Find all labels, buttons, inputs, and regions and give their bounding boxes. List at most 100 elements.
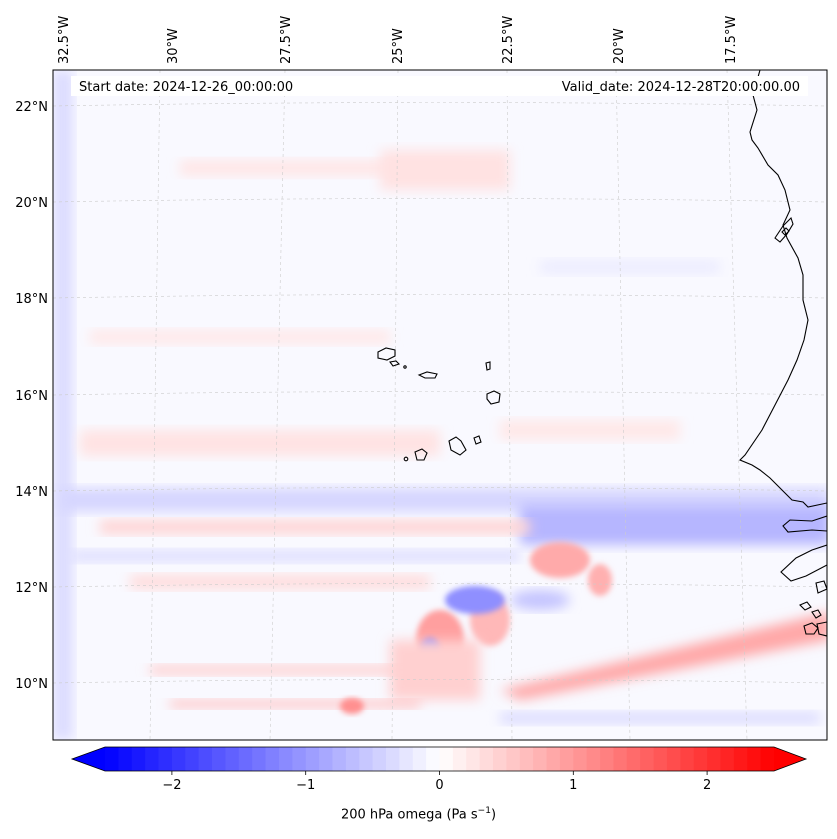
coastline-bijagos-1 (799, 601, 812, 611)
colorbar-segment (747, 747, 762, 771)
lat-tick-label: 20°N (15, 196, 48, 211)
omega-cell-positive-4 (588, 564, 612, 596)
lat-tick-label: 22°N (15, 100, 48, 115)
cape-verde-islands (377, 347, 501, 462)
colorbar-segment (573, 747, 588, 771)
lon-tick-label: 27.5°W (279, 16, 294, 64)
omega-band-negative-south (500, 712, 820, 724)
omega-band-positive-east (500, 612, 827, 700)
colorbar-segment (720, 747, 735, 771)
colorbar-segment (439, 747, 454, 771)
gridline-lat-14n (53, 487, 827, 492)
gridlines (53, 70, 827, 740)
gridline-lon-17.5w (726, 70, 748, 740)
omega-cell-negative-3 (510, 590, 570, 610)
colorbar-segment (613, 747, 628, 771)
lat-tick-label: 16°N (15, 389, 48, 404)
omega-streak-north-2 (380, 150, 510, 190)
omega-streak-mid-1 (90, 330, 390, 344)
colorbar-segment (519, 747, 534, 771)
colorbar-segment (359, 747, 373, 771)
lon-tick-label: 32.5°W (57, 16, 72, 64)
omega-cell-positive-1 (530, 542, 590, 578)
island-brava (403, 456, 409, 462)
gridline-lon-30w (149, 70, 161, 740)
colorbar-segment (559, 747, 574, 771)
gridline-lon-22.5w (506, 70, 513, 740)
gridline-lat-16n (53, 391, 827, 396)
colorbar-segment (466, 747, 481, 771)
omega-streak-mid-2 (80, 430, 440, 456)
colorbar-tick-label: 0 (435, 778, 443, 793)
island-santiago (448, 436, 467, 456)
colorbar-tick-label: 1 (569, 778, 577, 793)
coastline-islet (781, 227, 790, 236)
coastline-guinea (803, 622, 819, 635)
lat-tick-label: 10°N (15, 677, 48, 692)
colorbar-segment (546, 747, 561, 771)
gridline-lon-25w (391, 70, 399, 740)
coastline-casamance (780, 544, 827, 582)
island-boa-vista (486, 390, 501, 405)
lat-tick-label: 14°N (15, 485, 48, 500)
colorbar-segment (372, 747, 387, 771)
colorbar-segment (666, 747, 681, 771)
coastline-guinea-2 (816, 621, 827, 637)
omega-streak-mid-4 (540, 260, 720, 274)
colorbar-segment (626, 747, 641, 771)
omega-band-negative-west (70, 550, 520, 562)
colorbar-segment (640, 747, 654, 771)
lat-tick-label: 18°N (15, 292, 48, 307)
colorbar-segment (426, 747, 440, 771)
colorbar-tick-label: −2 (162, 778, 181, 793)
gridline-lat-10n (53, 679, 827, 684)
gridline-lat-20n (53, 198, 827, 203)
gridline-lon-20w (615, 70, 631, 740)
coastline-guinea-bissau-1 (815, 580, 827, 594)
coastline-mainland (739, 70, 827, 508)
colorbar-segment (292, 747, 307, 771)
colorbar-segment (506, 747, 521, 771)
gridline-lon-27.5w (269, 70, 286, 740)
colorbar-segment (586, 747, 601, 771)
colorbar-segment (707, 747, 721, 771)
colorbar-segment (238, 747, 253, 771)
colorbar-segment (171, 747, 186, 771)
coastline-bijagos-2 (811, 609, 822, 619)
colorbar-segment (385, 747, 400, 771)
island-sao-vicente (389, 360, 401, 367)
omega-band-negative-east (520, 505, 827, 545)
colorbar-segment (118, 747, 133, 771)
omega-cell-negative-1 (445, 586, 505, 614)
colorbar-tick-label: −1 (296, 778, 315, 793)
gridline-lat-12n (53, 583, 827, 588)
colorbar-segment (105, 747, 119, 771)
colorbar-ticks: −2 −1 0 1 2 (162, 771, 711, 793)
omega-streak-south-1 (150, 665, 430, 675)
colorbar-segment (265, 747, 280, 771)
lon-tick-label: 22.5°W (501, 16, 516, 64)
colorbar-segment (452, 747, 467, 771)
colorbar-segment (145, 747, 159, 771)
omega-band-positive-west-2 (130, 575, 430, 589)
colorbar-segment (332, 747, 347, 771)
omega-streak-south-2 (170, 700, 420, 708)
colorbar-segment (225, 747, 240, 771)
header-box (71, 76, 808, 96)
colorbar-segment (653, 747, 668, 771)
colorbar-segment (533, 747, 547, 771)
colorbar-segment (212, 747, 226, 771)
colorbar-tick-label: 2 (703, 778, 711, 793)
start-date-label: Start date: 2024-12-26_00:00:00 (79, 80, 293, 95)
coastline-banc-arguin (774, 216, 794, 243)
colorbar-segment (278, 747, 293, 771)
lat-tick-label: 12°N (15, 581, 48, 596)
lon-tick-label: 30°W (166, 28, 181, 64)
colorbar-segment (319, 747, 333, 771)
lon-tick-label: 25°W (391, 28, 406, 64)
colorbar-title: 200 hPa omega (Pa s−1) (340, 806, 497, 823)
colorbar-segment (399, 747, 414, 771)
island-sao-nicolau (417, 371, 438, 379)
omega-cell-positive-south (340, 698, 364, 714)
colorbar-segment (760, 747, 775, 771)
